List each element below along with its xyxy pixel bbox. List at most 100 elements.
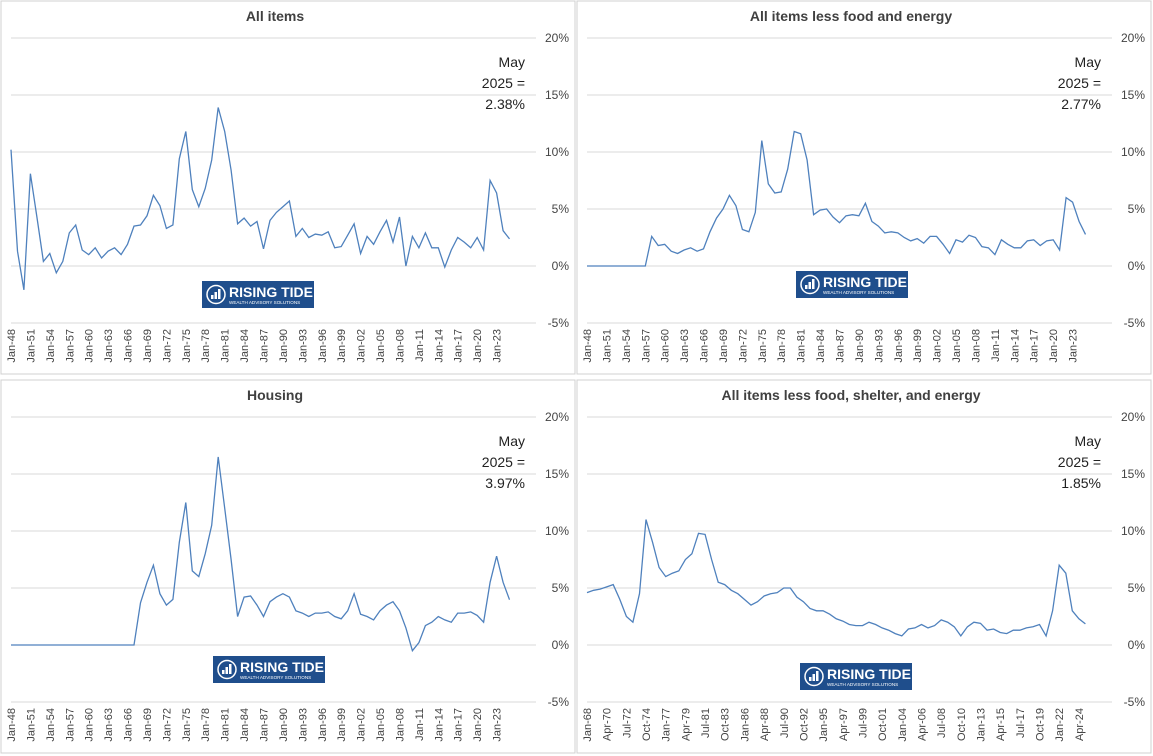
logo-box (800, 663, 912, 690)
x-tick-label: Jan-20 (1048, 329, 1060, 363)
x-tick-label: Jan-54 (45, 329, 57, 363)
y-tick-label: 15% (1121, 88, 1145, 102)
x-tick-label: Jul-90 (779, 708, 791, 738)
x-tick-label: Jan-77 (661, 708, 673, 742)
x-tick-label: Jan-81 (220, 708, 232, 742)
y-tick-label: 10% (545, 145, 569, 159)
logo-icon-bar (805, 285, 808, 289)
x-tick-label: Jan-11 (414, 329, 426, 362)
x-tick-label: Jul-72 (621, 708, 633, 738)
x-tick-label: Jan-93 (873, 329, 885, 363)
x-tick-label: Jan-54 (621, 329, 633, 363)
x-tick-label: Jan-78 (200, 708, 212, 742)
x-tick-label: Jan-17 (453, 708, 465, 742)
x-tick-label: Jan-57 (64, 708, 76, 742)
logo-box (202, 281, 314, 308)
x-tick-label: Jan-96 (317, 329, 329, 363)
annotation: 3.97% (485, 475, 525, 491)
annotation: 2.38% (485, 96, 525, 112)
x-tick-label: Jul-81 (700, 708, 712, 738)
annotation: May (499, 54, 525, 70)
logo-icon-bar (812, 279, 815, 289)
panel-border (576, 379, 1152, 754)
chart-title: All items less food, shelter, and energy (721, 387, 980, 403)
x-tick-label: Jan-63 (103, 329, 115, 363)
x-tick-label: Jan-02 (356, 329, 368, 363)
x-tick-label: Jan-20 (472, 329, 484, 363)
x-tick-label: Jan-90 (278, 329, 290, 363)
x-tick-label: Jan-17 (453, 329, 465, 363)
x-tick-label: Jan-11 (990, 329, 1002, 362)
logo-icon (804, 666, 824, 687)
x-tick-label: Oct-10 (956, 708, 968, 741)
x-tick-label: Oct-83 (720, 708, 732, 741)
y-tick-label: 10% (1121, 145, 1145, 159)
logo-box (213, 656, 325, 683)
y-tick-label: 0% (552, 259, 570, 273)
y-tick-label: 20% (1121, 410, 1145, 424)
y-tick-label: -5% (548, 316, 570, 330)
x-tick-label: Jan-84 (239, 708, 251, 742)
annotation: 2025 = (482, 75, 525, 91)
x-tick-label: Jan-66 (699, 329, 711, 363)
data-line (10, 107, 511, 291)
chart-title: Housing (247, 387, 303, 403)
x-tick-label: Jan-72 (161, 708, 173, 742)
x-tick-label: Jan-48 (582, 329, 594, 363)
x-tick-label: Oct-19 (1035, 708, 1047, 741)
x-tick-label: Jan-08 (394, 708, 406, 742)
logo-box (796, 271, 908, 298)
logo-tagline: WEALTH ADVISORY SOLUTIONS (823, 290, 894, 295)
chart-title: All items less food and energy (750, 8, 952, 24)
x-tick-label: Jan-87 (259, 708, 271, 742)
x-tick-label: Jan-81 (220, 329, 232, 363)
x-tick-label: Jan-13 (976, 708, 988, 742)
x-tick-label: Jan-08 (970, 329, 982, 363)
x-tick-label: Jan-14 (433, 708, 445, 742)
x-tick-label: Jan-99 (336, 329, 348, 363)
y-tick-label: 5% (552, 202, 570, 216)
x-tick-label: Jul-08 (936, 708, 948, 738)
x-tick-label: Apr-88 (759, 708, 771, 741)
x-tick-label: Jan-81 (796, 329, 808, 363)
logo-tagline: WEALTH ADVISORY SOLUTIONS (240, 675, 311, 680)
x-tick-label: Jan-51 (601, 329, 613, 363)
x-tick-label: Jan-99 (336, 708, 348, 742)
x-tick-label: Jan-75 (757, 329, 769, 363)
x-tick-label: Jan-87 (835, 329, 847, 363)
y-tick-label: 0% (1128, 259, 1146, 273)
x-tick-label: Jan-57 (64, 329, 76, 363)
annotation: 2.77% (1061, 96, 1101, 112)
x-tick-label: Jan-02 (932, 329, 944, 363)
logo-icon (217, 659, 237, 680)
x-tick-label: Jan-23 (492, 708, 504, 742)
y-tick-label: 5% (1128, 202, 1146, 216)
x-tick-label: Jul-17 (1015, 708, 1027, 738)
x-tick-label: Jan-14 (1009, 329, 1021, 363)
chart-title: All items (246, 8, 305, 24)
y-tick-label: 5% (1128, 581, 1146, 595)
logo-name: RISING TIDE (823, 274, 907, 290)
x-tick-label: Jan-78 (200, 329, 212, 363)
x-tick-label: Jan-60 (84, 329, 96, 363)
x-tick-label: Jan-72 (737, 329, 749, 363)
y-tick-label: 20% (545, 410, 569, 424)
x-tick-label: Jan-20 (472, 708, 484, 742)
x-tick-label: Jan-60 (84, 708, 96, 742)
y-tick-label: 5% (552, 581, 570, 595)
y-tick-label: 0% (552, 638, 570, 652)
data-line (587, 130, 1087, 267)
x-tick-label: Jan-63 (103, 708, 115, 742)
x-tick-label: Apr-24 (1074, 708, 1086, 741)
x-tick-label: Jan-93 (297, 708, 309, 742)
x-tick-label: Jan-84 (815, 329, 827, 363)
y-tick-label: 20% (1121, 31, 1145, 45)
x-tick-label: Oct-01 (877, 708, 889, 741)
x-tick-label: Jan-66 (123, 708, 135, 742)
logo-icon-bar (214, 292, 217, 299)
x-tick-label: Jan-54 (45, 708, 57, 742)
annotation: May (499, 433, 525, 449)
annotation: 2025 = (1058, 454, 1101, 470)
x-tick-label: Jan-69 (142, 708, 154, 742)
